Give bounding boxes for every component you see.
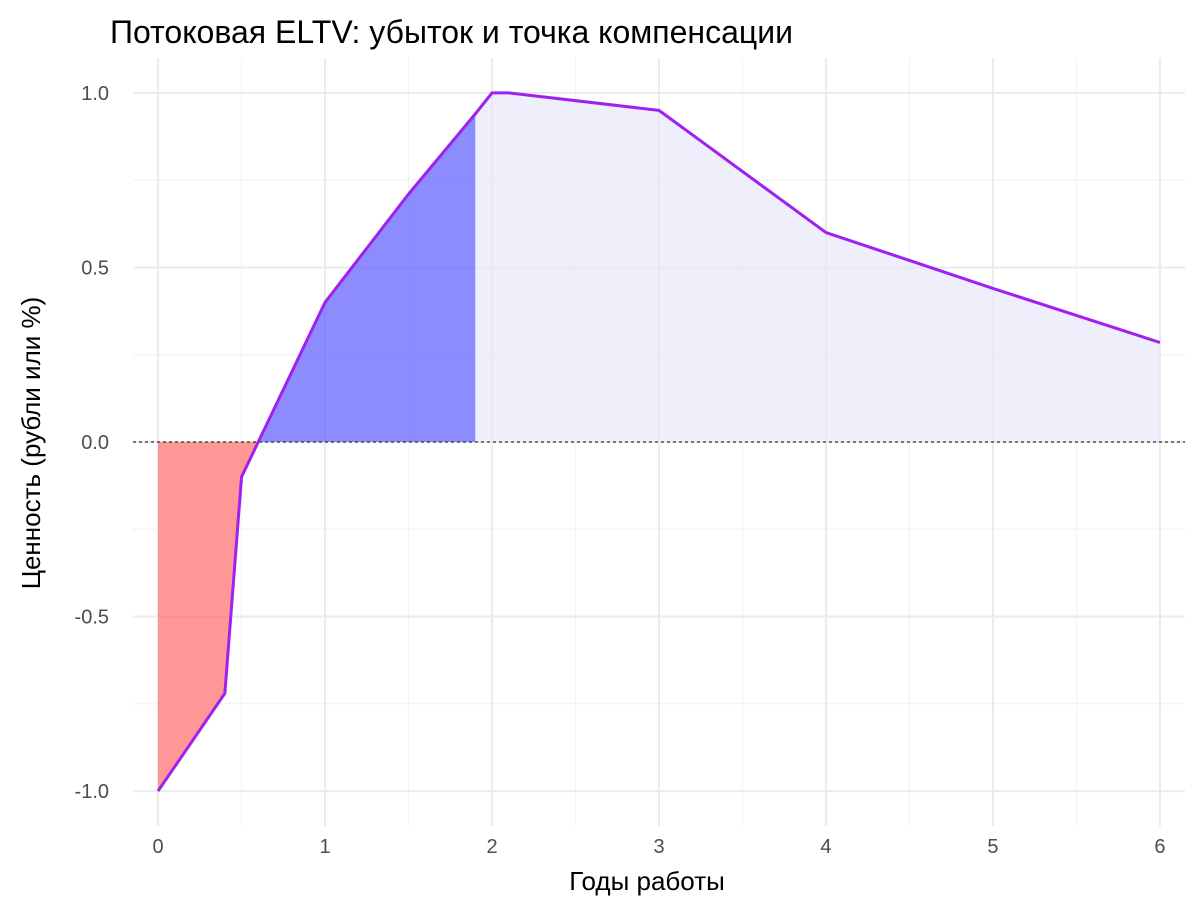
x-tick-label: 1 xyxy=(319,836,330,858)
x-tick-label: 5 xyxy=(987,836,998,858)
chart-title: Потоковая ELTV: убыток и точка компенсац… xyxy=(110,14,793,50)
y-axis-title: Ценность (рубли или %) xyxy=(16,297,46,590)
shaded-area-3 xyxy=(475,92,1160,442)
eltv-series xyxy=(156,91,1161,792)
y-tick-label: -0.5 xyxy=(75,607,109,629)
x-tick-label: 0 xyxy=(152,836,163,858)
y-tick-label: -1.0 xyxy=(75,781,109,803)
x-axis-title: Годы работы xyxy=(569,866,725,896)
x-tick-label: 2 xyxy=(486,836,497,858)
y-tick-label: 0.5 xyxy=(81,257,109,279)
y-tick-label: 1.0 xyxy=(81,83,109,105)
series-line xyxy=(156,91,1161,792)
x-tick-label: 3 xyxy=(653,836,664,858)
x-tick-label: 4 xyxy=(820,836,831,858)
y-tick-label: 0.0 xyxy=(81,432,109,454)
shaded-area-1 xyxy=(158,442,259,792)
x-tick-label: 6 xyxy=(1154,836,1165,858)
tick-labels: 0 1 2 3 4 5 6 -1.0 -0.5 0.0 0.5 1.0 xyxy=(75,83,1166,858)
shaded-areas xyxy=(158,92,1160,792)
shaded-area-2 xyxy=(258,113,476,442)
